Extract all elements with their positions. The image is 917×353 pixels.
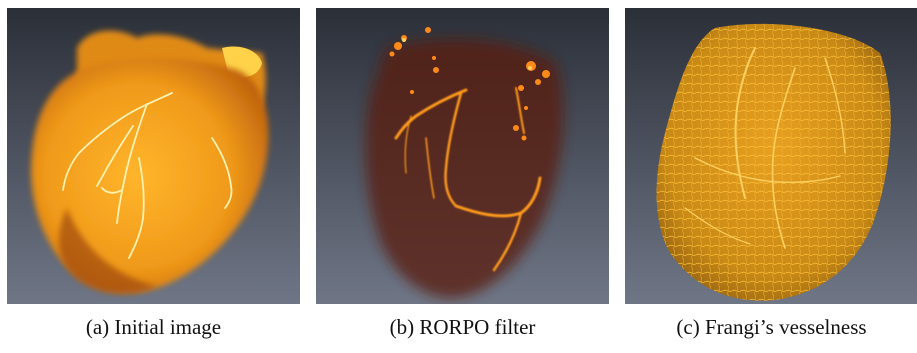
bright-spots (402, 38, 532, 70)
rorpo-render (316, 8, 609, 304)
frangi-render (625, 8, 917, 304)
heart-shadow (59, 208, 157, 294)
coronary-vessels (62, 92, 233, 259)
detected-vessels (684, 47, 846, 249)
panel-rorpo-filter (316, 8, 609, 304)
initial-heart-render (7, 8, 300, 304)
vessel-texture (656, 23, 891, 301)
caption-initial-image: (a) Initial image (85, 315, 222, 339)
panel-initial-image (7, 8, 300, 304)
heart-body (31, 58, 269, 294)
filtered-vessels (394, 87, 542, 272)
caption-rorpo-filter: (b) RORPO filter (389, 315, 536, 339)
panel-frangi-vesselness (625, 8, 917, 304)
caption-frangi-vesselness: (c) Frangi’s vesselness (676, 315, 867, 339)
